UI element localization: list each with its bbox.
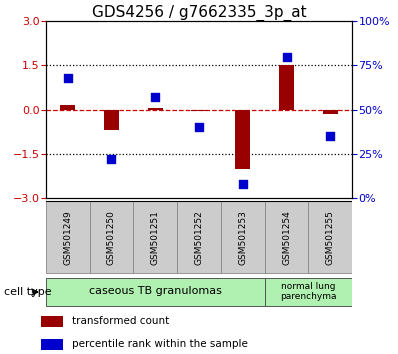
Text: GSM501250: GSM501250 (107, 210, 116, 265)
Point (152, 95, 158, 100)
Bar (191, 110, 207, 111)
Bar (104, 110, 119, 130)
Bar (41, 339, 63, 350)
Point (108, 156, 115, 162)
Point (283, 54, 290, 59)
Text: cell type: cell type (4, 287, 52, 297)
Text: GSM501251: GSM501251 (151, 210, 160, 265)
Point (327, 133, 334, 139)
Bar (46, 278, 265, 306)
Text: GSM501252: GSM501252 (195, 210, 203, 264)
Point (64, 75, 71, 81)
Bar (265, 278, 352, 306)
Bar (323, 110, 338, 114)
Bar (177, 201, 221, 273)
Bar (235, 110, 250, 169)
Bar (41, 316, 63, 327)
Text: caseous TB granulomas: caseous TB granulomas (89, 286, 222, 296)
Bar (60, 105, 75, 110)
Bar (279, 65, 294, 110)
Text: GSM501249: GSM501249 (63, 210, 72, 264)
Bar (90, 201, 133, 273)
Text: normal lung
parenchyma: normal lung parenchyma (280, 282, 337, 301)
Bar (221, 201, 265, 273)
Point (240, 181, 246, 187)
Text: GSM501254: GSM501254 (282, 210, 291, 264)
Text: GSM501255: GSM501255 (326, 210, 335, 265)
Bar (265, 201, 308, 273)
Bar (308, 201, 352, 273)
Bar (46, 201, 90, 273)
Bar (133, 201, 177, 273)
Text: percentile rank within the sample: percentile rank within the sample (72, 339, 248, 349)
Title: GDS4256 / g7662335_3p_at: GDS4256 / g7662335_3p_at (92, 5, 306, 21)
Point (196, 125, 202, 130)
Bar (148, 108, 163, 110)
Text: transformed count: transformed count (72, 316, 170, 326)
Text: GSM501253: GSM501253 (238, 210, 247, 265)
